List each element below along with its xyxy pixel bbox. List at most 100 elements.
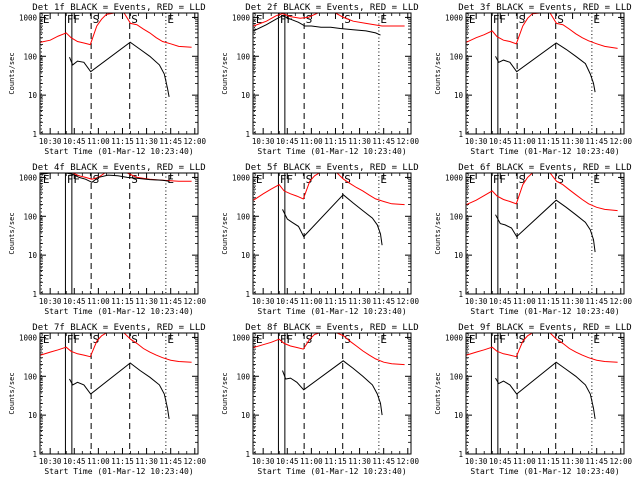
series-events (282, 194, 383, 246)
panel-title: Det 2f BLACK = Events, RED = LLD (245, 3, 418, 13)
y-tick-label: 1 (32, 130, 37, 139)
marker-label: E (380, 13, 387, 26)
x-tick-label: 11:45 (585, 457, 608, 466)
plot-area (253, 173, 405, 246)
marker-label: E (167, 173, 174, 186)
plot-area (40, 173, 192, 183)
y-tick-label: 100 (236, 372, 250, 381)
x-tick-label: 10:30 (465, 297, 488, 306)
y-tick-label: 100 (23, 372, 37, 381)
marker-label: E (167, 13, 174, 26)
y-tick-label: 1000 (232, 333, 251, 342)
y-tick-label: 1 (245, 130, 250, 139)
y-tick-label: 100 (449, 212, 463, 221)
marker-label: F (493, 173, 500, 186)
plot-frame (39, 332, 199, 455)
plot-area (253, 333, 405, 416)
series-lld (253, 173, 405, 206)
y-tick-label: 10 (454, 91, 464, 100)
series-events (40, 173, 170, 183)
panel-title: Det 9f BLACK = Events, RED = LLD (458, 323, 631, 333)
y-tick-label: 100 (23, 52, 37, 61)
y-axis-label: Counts/sec (221, 212, 229, 254)
x-tick-label: 11:45 (159, 457, 182, 466)
marker-label: E (256, 173, 263, 186)
x-tick-label: 11:00 (513, 457, 536, 466)
y-axis-label: Counts/sec (434, 372, 442, 414)
x-axis-label: Start Time (01-Mar-12 10:23:40) (470, 307, 619, 316)
marker-label: E (469, 173, 476, 186)
marker-label: S (557, 333, 564, 346)
marker-label: E (256, 13, 263, 26)
marker-label: F (73, 13, 80, 26)
y-tick-label: 100 (449, 52, 463, 61)
marker-label: S (519, 173, 526, 186)
x-axis-label: Start Time (01-Mar-12 10:23:40) (257, 467, 406, 476)
y-axis-label: Counts/sec (8, 212, 16, 254)
marker-label: F (73, 333, 80, 346)
x-tick-label: 10:45 (63, 457, 86, 466)
x-tick-label: 11:15 (537, 297, 560, 306)
panel-8: Det 8f BLACK = Events, RED = LLD Counts/s… (221, 323, 420, 476)
panel-9: Det 9f BLACK = Events, RED = LLD Counts/s… (434, 323, 633, 476)
marker-label: S (93, 333, 100, 346)
x-tick-label: 10:30 (39, 457, 62, 466)
x-tick-label: 10:30 (252, 457, 275, 466)
x-tick-label: 11:30 (561, 457, 584, 466)
x-tick-label: 10:30 (39, 297, 62, 306)
y-tick-label: 10 (241, 91, 251, 100)
x-tick-label: 12:00 (609, 297, 632, 306)
plot-frame (252, 12, 412, 135)
y-tick-label: 1000 (445, 333, 464, 342)
y-tick-label: 100 (449, 372, 463, 381)
y-tick-label: 100 (236, 52, 250, 61)
x-axis-label: Start Time (01-Mar-12 10:23:40) (44, 467, 193, 476)
x-tick-label: 11:00 (300, 457, 323, 466)
marker-label: S (131, 173, 138, 186)
x-tick-label: 11:30 (561, 297, 584, 306)
x-tick-label: 11:15 (324, 297, 347, 306)
x-tick-label: 11:15 (537, 137, 560, 146)
x-tick-label: 11:15 (537, 457, 560, 466)
panel-title: Det 6f BLACK = Events, RED = LLD (458, 163, 631, 173)
marker-label: S (344, 173, 351, 186)
marker-label: F (280, 333, 287, 346)
series-events (495, 361, 596, 419)
x-tick-label: 12:00 (183, 457, 206, 466)
series-events (282, 360, 383, 416)
marker-label: S (131, 333, 138, 346)
series-lld (40, 333, 192, 363)
x-tick-label: 11:30 (348, 137, 371, 146)
x-tick-label: 11:45 (372, 457, 395, 466)
x-tick-label: 10:30 (252, 137, 275, 146)
x-tick-label: 11:30 (348, 297, 371, 306)
marker-label: E (43, 173, 50, 186)
marker-label: E (43, 333, 50, 346)
plot-frame (252, 172, 412, 295)
x-tick-label: 10:45 (276, 137, 299, 146)
plot-area (40, 13, 192, 97)
panel-title: Det 5f BLACK = Events, RED = LLD (245, 163, 418, 173)
y-tick-label: 1000 (232, 13, 251, 22)
plot-frame (252, 332, 412, 455)
plot-frame (465, 172, 625, 295)
x-axis-label: Start Time (01-Mar-12 10:23:40) (44, 147, 193, 156)
x-tick-label: 11:45 (159, 297, 182, 306)
y-axis-label: Counts/sec (434, 212, 442, 254)
x-tick-label: 10:45 (276, 457, 299, 466)
marker-label: E (469, 13, 476, 26)
marker-label: F (73, 173, 80, 186)
plot-area (253, 13, 405, 36)
x-tick-label: 11:30 (135, 297, 158, 306)
marker-label: F (280, 13, 287, 26)
y-tick-label: 100 (236, 212, 250, 221)
plot-frame (465, 12, 625, 135)
x-tick-label: 11:30 (135, 137, 158, 146)
x-tick-label: 11:00 (300, 137, 323, 146)
marker-label: F (286, 13, 293, 26)
panel-7: Det 7f BLACK = Events, RED = LLD Counts/s… (8, 323, 207, 476)
panel-title: Det 1f BLACK = Events, RED = LLD (32, 3, 205, 13)
panel-title: Det 4f BLACK = Events, RED = LLD (32, 163, 205, 173)
panel-1: Det 1f BLACK = Events, RED = LLD Counts/s… (8, 3, 207, 156)
y-tick-label: 10 (241, 251, 251, 260)
